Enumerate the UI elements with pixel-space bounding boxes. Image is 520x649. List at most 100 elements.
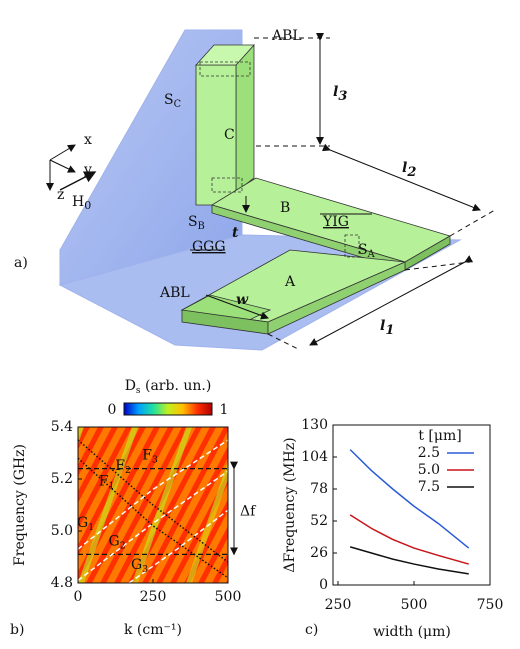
heatmap-band	[0, 427, 70, 583]
panel-label: b)	[10, 622, 24, 638]
label-subscript: 1	[385, 323, 394, 338]
y-tick-label: 0	[319, 577, 328, 593]
x-tick-label: 250	[140, 589, 167, 605]
label: x	[84, 132, 92, 148]
colorbar	[123, 402, 213, 416]
dispersion-curve	[78, 457, 228, 579]
label-text: YIG	[322, 214, 349, 230]
label-subscript: A	[367, 249, 376, 260]
legend-label: 7.5	[418, 479, 440, 495]
panel-label: c)	[305, 622, 318, 638]
heatmap-band	[78, 427, 112, 492]
label-subscript: 3	[152, 455, 158, 465]
x-axis-label: width (μm)	[373, 624, 451, 640]
legend-title: t [μm]	[418, 428, 461, 444]
label: y	[83, 162, 92, 178]
label: B	[280, 200, 290, 216]
label: l3	[333, 84, 347, 104]
label-text: l	[333, 84, 338, 100]
label-text: C	[224, 127, 235, 143]
label-text: B	[280, 200, 290, 216]
label: F1	[99, 474, 115, 492]
label: G3	[131, 557, 148, 575]
label-text: x	[84, 132, 92, 148]
label-text: S	[164, 92, 174, 108]
colorbar-tick-label: 1	[220, 402, 229, 418]
plot-frame	[332, 424, 491, 586]
label-text: l	[402, 160, 407, 176]
series-line	[349, 514, 469, 565]
colorbar-title: Ds (arb. un.)	[125, 378, 212, 396]
series-line	[349, 449, 470, 549]
label-text: ABL	[271, 28, 302, 44]
label-text: F	[99, 474, 109, 490]
heatmap-band	[132, 427, 192, 583]
colorbar-title-text: D	[125, 378, 136, 394]
label-text: S	[188, 214, 198, 230]
x-tick-label: 500	[401, 597, 428, 613]
label: F2	[115, 458, 131, 476]
dispersion-curve	[128, 509, 228, 583]
label: ABL	[159, 285, 190, 301]
label-subscript: 3	[338, 89, 347, 104]
heatmap-band	[78, 427, 84, 445]
label-text: A	[284, 274, 296, 290]
y-tick-label: 4.8	[51, 575, 73, 591]
label: C	[224, 127, 235, 143]
legend-label: 5.0	[418, 462, 440, 478]
label: G1	[77, 515, 94, 533]
y-axis-label: ΔFrequency (MHz)	[282, 437, 298, 572]
heatmap-band	[162, 457, 228, 583]
label-subscript: C	[174, 99, 181, 110]
label-text: GGG	[192, 239, 226, 255]
label: SA	[358, 242, 376, 260]
label-text: G	[109, 533, 120, 549]
colorbar-title-sub: s	[136, 386, 141, 396]
label-subscript: B	[198, 221, 205, 232]
label: GGG	[192, 239, 226, 255]
heatmap-band	[92, 427, 182, 583]
y-axis-label: Frequency (GHz)	[12, 444, 28, 566]
heatmap	[0, 427, 228, 583]
label-subscript: 1	[88, 523, 94, 533]
label-text: F	[115, 458, 125, 474]
label: YIG	[322, 214, 349, 230]
heatmap-band	[218, 563, 228, 583]
label: SC	[164, 92, 181, 110]
label-subscript: 2	[120, 541, 126, 551]
label-text: G	[77, 515, 88, 531]
panel-label: a)	[14, 255, 28, 271]
y-tick-label: 26	[310, 545, 328, 561]
dispersion-curve	[78, 470, 228, 581]
label-subscript: 2	[125, 466, 131, 476]
label: F3	[142, 448, 158, 466]
colorbar-title-rest: (arb. un.)	[141, 378, 212, 394]
y-tick-label: 52	[310, 513, 328, 529]
label: A	[284, 274, 296, 290]
yig-film	[180, 43, 452, 335]
label-text: S	[358, 242, 368, 258]
label: l2	[402, 160, 416, 180]
x-tick-label: 0	[74, 589, 83, 605]
label-subscript: 0	[84, 199, 91, 212]
series-line	[349, 546, 469, 575]
heatmap-band	[204, 537, 228, 583]
y-tick-label: 5.4	[51, 419, 73, 435]
label-subscript: 2	[406, 165, 416, 180]
y-tick-label: 104	[301, 449, 328, 465]
dispersion-curve	[78, 439, 228, 563]
label-text: t	[232, 225, 239, 241]
label-text: y	[83, 162, 92, 178]
label-text: l	[380, 318, 385, 334]
heatmap-band	[176, 484, 228, 583]
x-tick-label: 250	[325, 597, 352, 613]
label-text: w	[236, 292, 249, 308]
x-tick-label: 750	[477, 597, 504, 613]
x-axis-label: k (cm⁻¹)	[124, 622, 182, 638]
label: G2	[109, 533, 126, 551]
heatmap-band	[78, 427, 168, 583]
label: z	[57, 187, 64, 203]
dispersion-curve	[78, 439, 228, 550]
y-tick-label: 5.0	[51, 523, 73, 539]
